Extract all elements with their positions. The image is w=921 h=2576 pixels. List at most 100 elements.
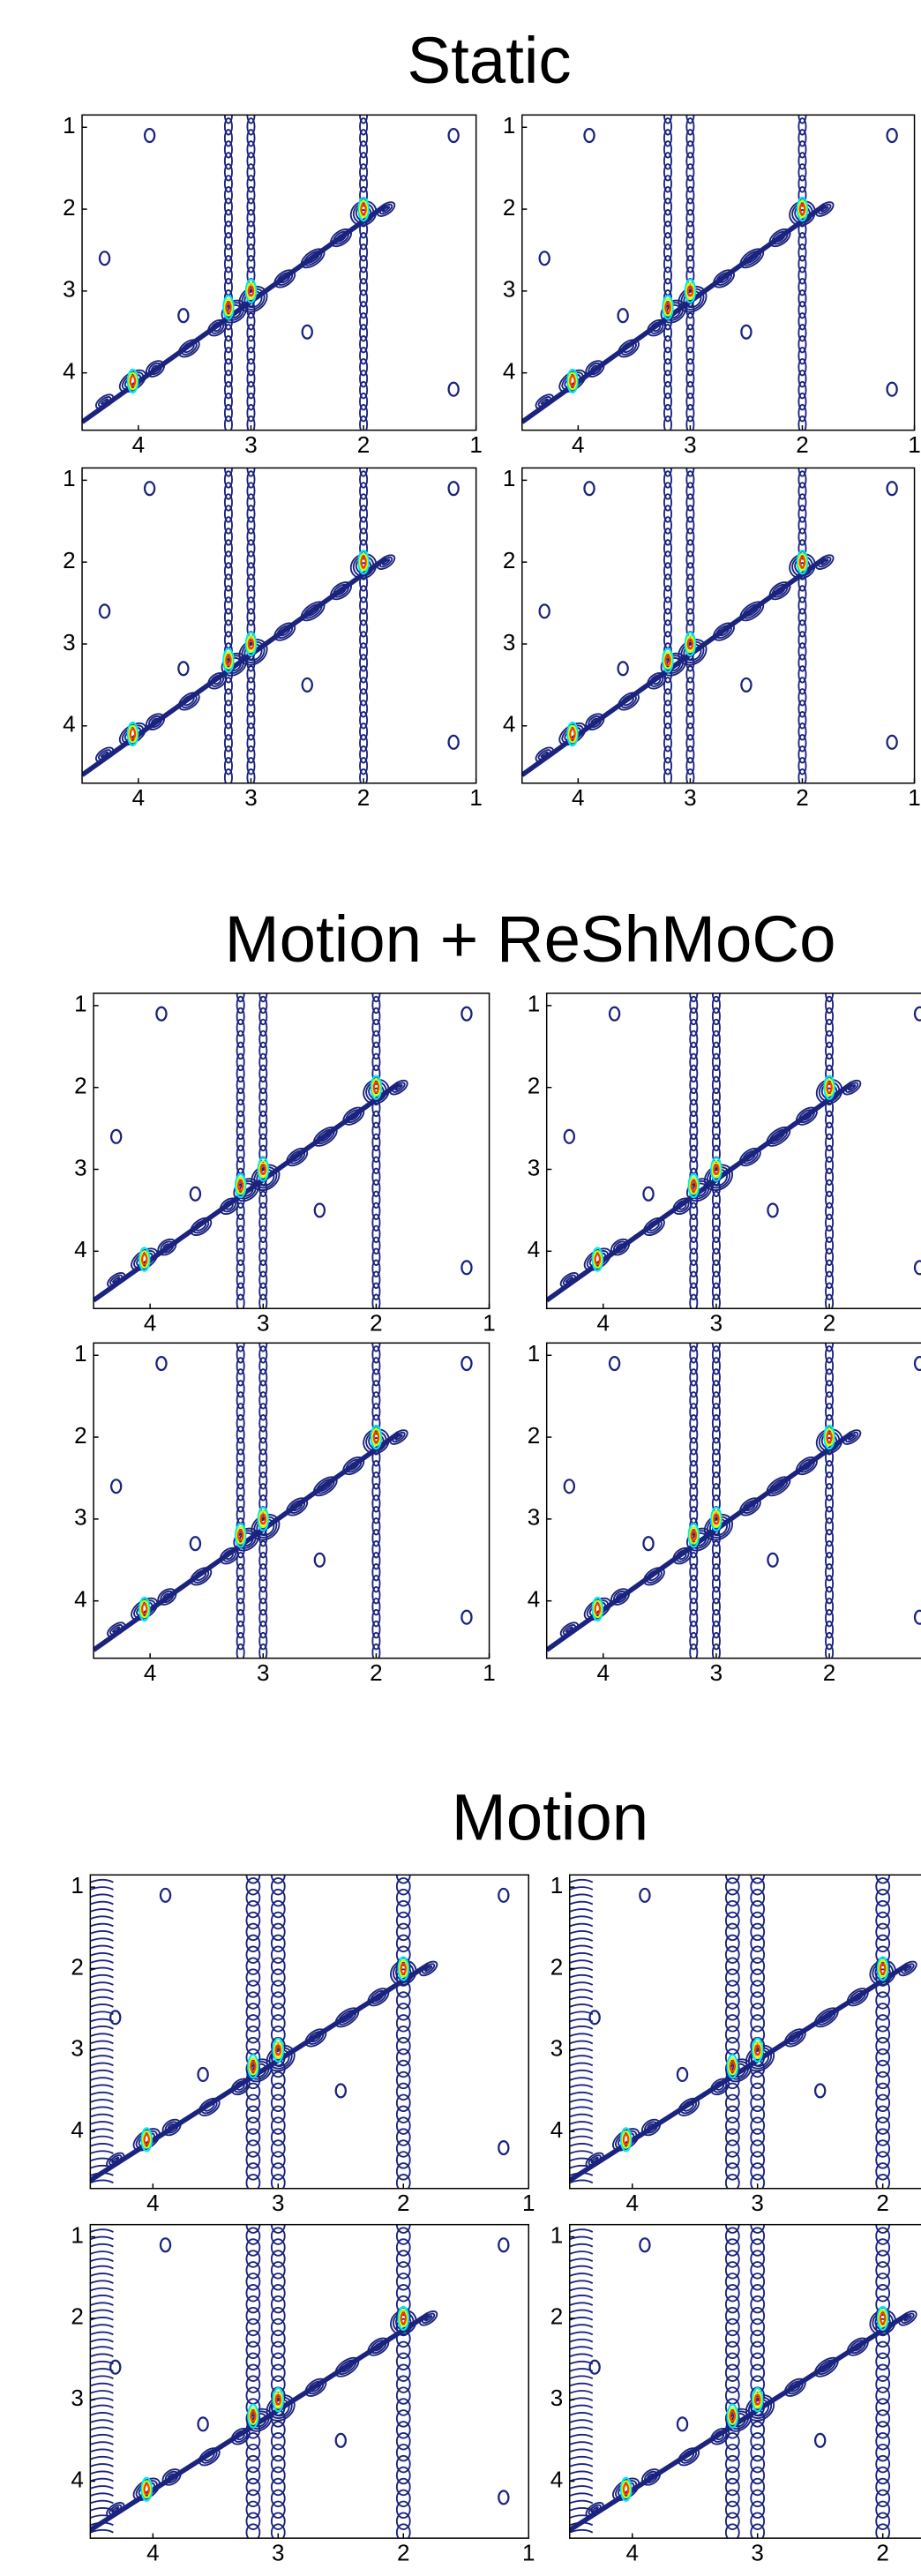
- contour: [371, 1516, 381, 1536]
- contour: [359, 723, 369, 741]
- contour: [301, 677, 313, 693]
- contour: [245, 2454, 261, 2474]
- x-tick-label: 3: [244, 431, 258, 458]
- x-tick-label: 1: [469, 784, 482, 811]
- contour: [797, 768, 807, 783]
- contour: [569, 2040, 594, 2045]
- contour: [223, 232, 233, 251]
- contour: [685, 198, 695, 216]
- contour: [395, 1922, 411, 1942]
- contour: [797, 528, 807, 546]
- contour: [258, 1414, 268, 1433]
- contour: [724, 2151, 740, 2169]
- contour: [724, 2139, 740, 2158]
- contour: [236, 1224, 245, 1244]
- contour: [222, 295, 235, 320]
- contour: [724, 2014, 740, 2033]
- contour: [797, 392, 807, 411]
- contour: [724, 2026, 740, 2044]
- contour: [886, 481, 898, 497]
- contour: [246, 323, 256, 342]
- contour: [395, 1875, 411, 1884]
- contour: [886, 127, 898, 144]
- contour: [246, 163, 256, 182]
- contour: [223, 198, 233, 216]
- contour: [711, 1551, 721, 1570]
- contour: [689, 1075, 699, 1095]
- contour: [236, 1202, 245, 1221]
- contour: [90, 2316, 114, 2321]
- contour: [689, 992, 699, 1003]
- contour: [395, 1934, 411, 1953]
- contour: [359, 711, 369, 730]
- contour: [663, 573, 673, 592]
- contour: [569, 2143, 594, 2147]
- contour: [270, 2224, 286, 2234]
- contour: [711, 1213, 721, 1232]
- contour: [875, 2466, 891, 2485]
- contour: [663, 470, 673, 489]
- contour: [397, 1956, 409, 1981]
- contour: [258, 1585, 268, 1605]
- contour: [569, 2128, 594, 2132]
- contour: [270, 1968, 286, 1987]
- contour: [395, 2162, 411, 2181]
- section-title: Motion + ReShMoCo: [225, 902, 836, 976]
- contour: [270, 1945, 286, 1965]
- contour: [371, 1562, 381, 1582]
- contour: [569, 2295, 594, 2299]
- contour: [223, 768, 233, 783]
- contour: [685, 634, 695, 654]
- contour: [245, 2116, 261, 2135]
- contour: [750, 2151, 766, 2169]
- contour: [359, 175, 369, 193]
- contour: [569, 2316, 594, 2321]
- contour: [750, 2283, 766, 2303]
- contour: [685, 539, 695, 558]
- contour: [245, 2273, 261, 2291]
- x-tick-label: 4: [132, 431, 146, 458]
- contour: [724, 2273, 740, 2291]
- contour: [569, 2404, 594, 2409]
- contour: [797, 631, 807, 649]
- contour: [546, 1081, 854, 1303]
- contour: [359, 665, 369, 684]
- contour: [685, 115, 695, 124]
- contour: [270, 2003, 286, 2021]
- contour: [608, 1355, 621, 1372]
- contour: [689, 1144, 699, 1164]
- contour: [687, 1523, 700, 1548]
- contour: [236, 1041, 245, 1060]
- contour: [90, 2026, 114, 2030]
- contour: [750, 2466, 766, 2485]
- contour: [223, 115, 233, 124]
- contour: [689, 1643, 699, 1659]
- contour: [711, 1509, 722, 1529]
- contour: [359, 117, 369, 136]
- contour: [223, 470, 233, 489]
- contour: [711, 1574, 721, 1593]
- contour: [395, 2443, 411, 2462]
- contour: [460, 1355, 473, 1372]
- y-tick-label: 3: [503, 276, 515, 303]
- contour: [875, 2283, 891, 2303]
- contour: [711, 1160, 722, 1179]
- contour: [740, 677, 753, 693]
- contour: [223, 585, 233, 603]
- contour: [689, 1380, 699, 1398]
- contour: [258, 1483, 268, 1501]
- contour: [569, 1988, 594, 1994]
- contour: [825, 1179, 835, 1198]
- y-tick-label: 3: [74, 1504, 87, 1531]
- contour: [724, 1968, 740, 1987]
- contour: [797, 323, 807, 342]
- contour: [360, 556, 367, 568]
- contour: [236, 1087, 245, 1106]
- contour: [223, 516, 233, 535]
- contour: [875, 2151, 891, 2169]
- contour: [663, 357, 673, 377]
- contour: [236, 1368, 245, 1387]
- contour: [301, 324, 313, 340]
- contour: [236, 1293, 245, 1309]
- contour: [621, 2480, 631, 2499]
